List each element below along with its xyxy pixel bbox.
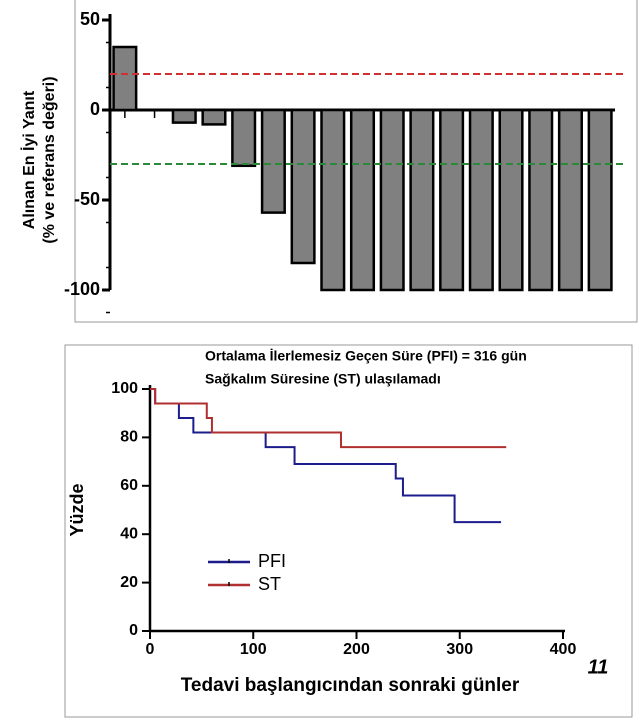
bar <box>587 108 613 292</box>
y-axis-label: Alınan En İyi Yanıt <box>20 90 38 229</box>
bar <box>409 108 435 292</box>
bar <box>557 108 583 292</box>
panel-frame <box>74 0 638 323</box>
bar <box>320 108 346 292</box>
chart-title: Sağkalım Süresine (ST) ulaşılamadı <box>205 371 441 387</box>
survival-line <box>150 388 507 449</box>
survival-line <box>150 388 502 524</box>
y-axis-label: (% ve referans değeri) <box>41 76 58 243</box>
x-tick-label: 400 <box>550 641 577 658</box>
y-tick-label: -100 <box>64 279 100 299</box>
bar <box>112 45 138 112</box>
legend-label: PFI <box>258 551 286 571</box>
bar <box>260 108 286 214</box>
y-tick-label: 80 <box>120 429 138 446</box>
legend-label: ST <box>258 574 281 594</box>
x-axis-label: Tedavi başlangıcından sonraki günler <box>181 675 520 696</box>
y-tick-label: 0 <box>129 622 138 639</box>
y-tick-label: -50 <box>74 189 100 209</box>
bar <box>201 108 227 126</box>
bar <box>349 108 376 292</box>
x-tick-label: 200 <box>343 641 370 658</box>
annotation: 11 <box>588 656 609 678</box>
y-tick-label: 50 <box>80 9 100 29</box>
panel-frame <box>64 344 633 718</box>
y-tick-label: 0 <box>90 99 100 119</box>
bar <box>290 108 316 265</box>
bar <box>231 108 257 168</box>
bar <box>171 108 197 124</box>
y-tick-label: 40 <box>120 525 138 542</box>
x-tick-label: 300 <box>446 641 473 658</box>
y-axis-label: Yüzde <box>67 483 87 536</box>
y-tick-label: 20 <box>120 574 138 591</box>
bar <box>468 108 494 292</box>
bar <box>439 108 465 292</box>
y-tick-label: 100 <box>111 380 138 397</box>
x-tick-label: 100 <box>240 641 267 658</box>
y-tick-label: 60 <box>120 477 138 494</box>
bar <box>498 108 524 292</box>
chart-title: Ortalama İlerlemesiz Geçen Süre (PFI) = … <box>205 348 527 364</box>
bar <box>528 108 554 292</box>
x-tick-label: 0 <box>146 641 155 658</box>
bar <box>379 108 405 292</box>
